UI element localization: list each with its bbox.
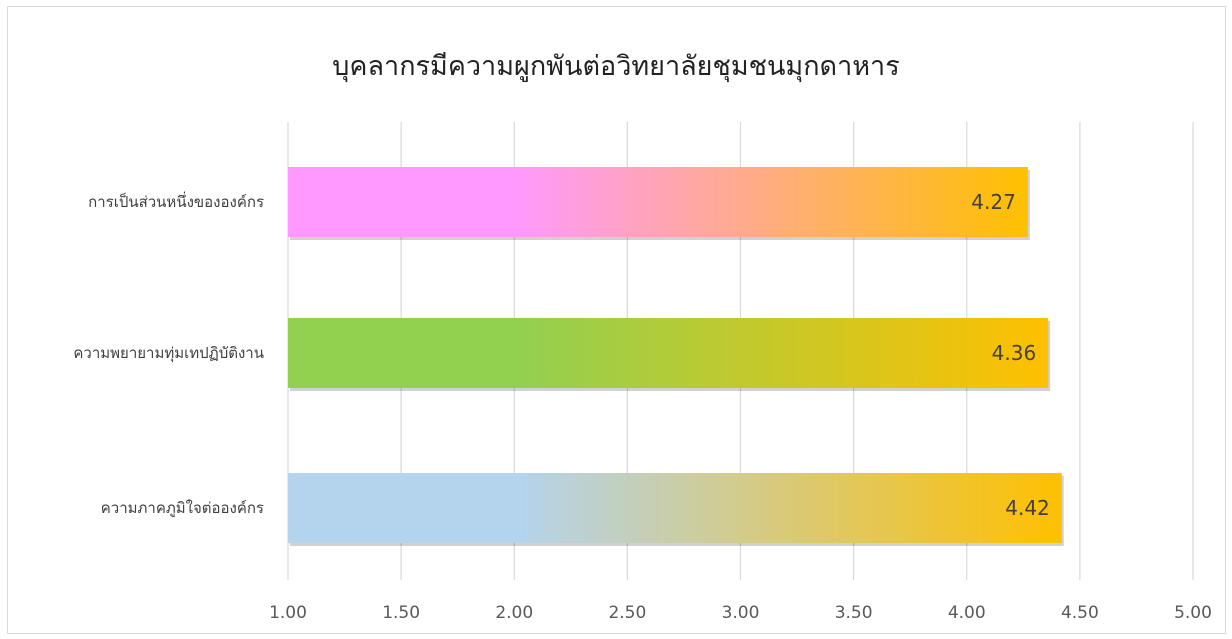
category-label: ความพยายามทุ่มเทปฏิบัติงาน <box>73 344 264 363</box>
category-label: การเป็นส่วนหนึ่งขององค์กร <box>88 191 264 211</box>
x-tick-label: 2.50 <box>608 603 646 623</box>
bar <box>288 473 1062 543</box>
x-tick-label: 3.50 <box>835 603 873 623</box>
data-label: 4.42 <box>1005 496 1050 520</box>
chart-title: บุคลากรมีความผูกพันต่อวิทยาลัยชุมชนมุกดา… <box>332 51 900 82</box>
data-label: 4.36 <box>992 341 1037 365</box>
category-label: ความภาคภูมิใจต่อองค์กร <box>101 499 264 517</box>
x-tick-label: 3.00 <box>722 603 760 623</box>
x-tick-label: 1.00 <box>269 603 307 623</box>
x-tick-label: 5.00 <box>1174 603 1212 623</box>
bar <box>288 318 1049 388</box>
data-label: 4.27 <box>971 190 1016 214</box>
x-tick-label: 4.50 <box>1061 603 1099 623</box>
x-tick-label: 2.00 <box>495 603 533 623</box>
bar <box>288 167 1028 237</box>
x-tick-label: 4.00 <box>948 603 986 623</box>
x-tick-label: 1.50 <box>382 603 420 623</box>
